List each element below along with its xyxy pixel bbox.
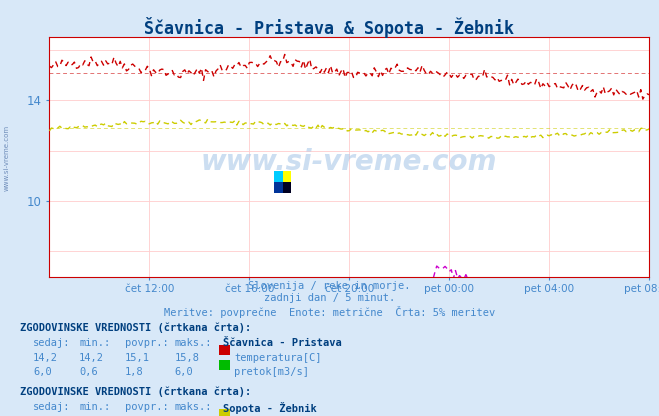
Text: 15,8: 15,8 bbox=[175, 353, 200, 363]
Text: pretok[m3/s]: pretok[m3/s] bbox=[234, 367, 309, 377]
Text: povpr.:: povpr.: bbox=[125, 402, 169, 412]
Text: maks.:: maks.: bbox=[175, 338, 212, 348]
Bar bbox=[274, 182, 283, 193]
Bar bbox=[274, 171, 283, 182]
Text: maks.:: maks.: bbox=[175, 402, 212, 412]
Text: Ščavnica - Pristava: Ščavnica - Pristava bbox=[223, 338, 341, 348]
Text: temperatura[C]: temperatura[C] bbox=[234, 353, 322, 363]
Text: povpr.:: povpr.: bbox=[125, 338, 169, 348]
Text: min.:: min.: bbox=[79, 402, 110, 412]
Text: 0,6: 0,6 bbox=[79, 367, 98, 377]
Text: www.si-vreme.com: www.si-vreme.com bbox=[201, 148, 498, 176]
Text: 15,1: 15,1 bbox=[125, 353, 150, 363]
Text: 6,0: 6,0 bbox=[33, 367, 51, 377]
Text: 1,8: 1,8 bbox=[125, 367, 144, 377]
Text: www.si-vreme.com: www.si-vreme.com bbox=[3, 125, 10, 191]
Text: ZGODOVINSKE VREDNOSTI (črtkana črta):: ZGODOVINSKE VREDNOSTI (črtkana črta): bbox=[20, 386, 251, 396]
Text: Meritve: povprečne  Enote: metrične  Črta: 5% meritev: Meritve: povprečne Enote: metrične Črta:… bbox=[164, 306, 495, 318]
Text: Slovenija / reke in morje.: Slovenija / reke in morje. bbox=[248, 281, 411, 291]
Text: 14,2: 14,2 bbox=[79, 353, 104, 363]
Bar bbox=[283, 182, 291, 193]
Text: min.:: min.: bbox=[79, 338, 110, 348]
Text: Ščavnica - Pristava & Sopota - Žebnik: Ščavnica - Pristava & Sopota - Žebnik bbox=[144, 17, 515, 37]
Text: Sopota - Žebnik: Sopota - Žebnik bbox=[223, 402, 316, 414]
Text: sedaj:: sedaj: bbox=[33, 338, 71, 348]
Text: sedaj:: sedaj: bbox=[33, 402, 71, 412]
Bar bbox=[283, 171, 291, 182]
Text: 6,0: 6,0 bbox=[175, 367, 193, 377]
Text: 14,2: 14,2 bbox=[33, 353, 58, 363]
Text: zadnji dan / 5 minut.: zadnji dan / 5 minut. bbox=[264, 293, 395, 303]
Text: ZGODOVINSKE VREDNOSTI (črtkana črta):: ZGODOVINSKE VREDNOSTI (črtkana črta): bbox=[20, 322, 251, 333]
